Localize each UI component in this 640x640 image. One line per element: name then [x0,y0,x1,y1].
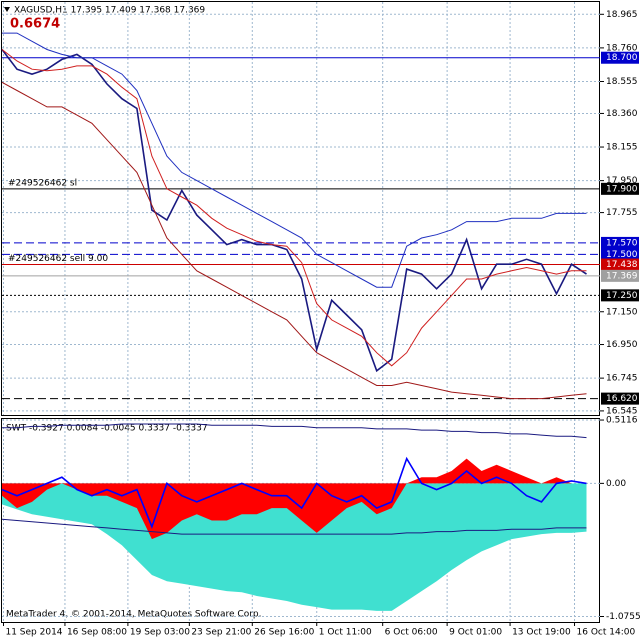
y-tick-label: -1.0755 [606,612,640,622]
level-label: 16.620 [606,394,638,404]
x-tick-label: 19 Sep 03:00 [130,628,190,638]
x-tick-label: 23 Sep 21:00 [191,628,251,638]
x-tick-label: 16 Oct 14:00 [577,628,636,638]
line [2,423,587,439]
y-tick-label: 16.545 [606,406,638,416]
line [2,32,587,288]
indicator-frame [1,418,600,623]
level-label-box [601,258,639,271]
y-tick-label: 0.00 [606,479,626,489]
y-tick-label: 18.155 [606,143,638,153]
y-tick-label: 18.555 [606,77,638,87]
x-tick-label: 6 Oct 06:00 [385,628,438,638]
line [1,81,587,400]
line [1,49,587,367]
y-tick-label: 17.950 [606,176,638,186]
y-tick-label: 18.360 [606,109,638,119]
y-tick-label: 18.760 [606,43,638,53]
footer: MetaTrader 4, © 2001-2014, MetaQuotes So… [6,610,262,620]
x-tick-label: 13 Oct 19:00 [512,628,571,638]
x-tick-label: 9 Oct 01:00 [449,628,502,638]
level-label: 17.500 [606,250,638,260]
level-label: 17.900 [606,184,638,194]
level-label: 17.250 [606,291,638,301]
y-tick-label: 18.965 [606,10,638,20]
x-tick-label: 16 Sep 08:00 [67,628,127,638]
y-tick-label: 0.5116 [606,416,638,426]
main-frame [1,1,600,416]
level-label: 17.570 [606,238,638,248]
y-tick-label: 16.745 [606,374,638,384]
line [1,518,587,535]
y-tick-label: 17.150 [606,307,638,317]
level-label-box [601,248,639,261]
level-label: 17.438 [606,260,638,270]
subtitle: 0.6674 [10,17,60,32]
menu-arrow [4,7,10,12]
level-label-box [601,236,639,249]
chart-title: XAGUSD,H1 17.395 17.409 17.368 17.369 [14,6,205,16]
level-text: #249526462 sl [8,178,77,188]
x-tick-label: 26 Sep 16:00 [254,628,314,638]
x-tick-label: 1 Oct 11:00 [319,628,372,638]
line [1,456,587,529]
y-tick-label: 17.755 [606,208,638,218]
y-tick-label: 16.950 [606,340,638,350]
level-label-box [601,289,639,302]
indicator-title: SWT -0.3927 0.0084 -0.0045 0.3337 -0.333… [6,424,208,434]
level-label-box [601,392,639,405]
level-label-box [601,182,639,195]
level-label-box [601,51,639,64]
level-label: 17.369 [606,271,638,281]
level-text: #249526462 sell 9.00 [8,254,108,264]
x-tick-label: 11 Sep 2014 [5,628,62,638]
level-label: 18.700 [606,53,638,63]
level-label-box [601,269,639,282]
